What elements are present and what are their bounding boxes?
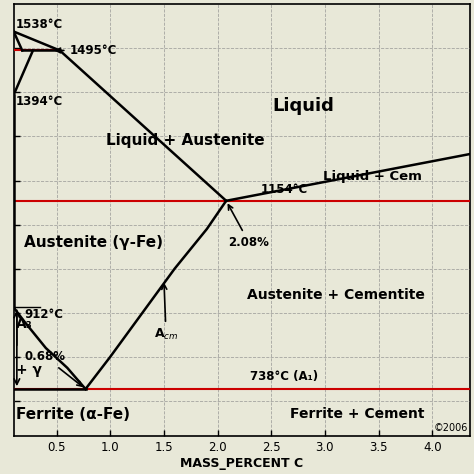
Text: 2.08%: 2.08% (228, 205, 269, 248)
Text: Austenite + Cementite: Austenite + Cementite (247, 288, 425, 302)
Text: Liquid + Austenite: Liquid + Austenite (106, 133, 264, 148)
Text: + γ: + γ (16, 363, 42, 377)
Text: Ferrite + Cement: Ferrite + Cement (290, 407, 424, 421)
Text: 1154°C: 1154°C (261, 183, 308, 196)
Text: 738°C (A₁): 738°C (A₁) (250, 370, 318, 383)
Text: 1495°C: 1495°C (56, 44, 117, 57)
Text: 1538°C: 1538°C (16, 18, 63, 31)
Text: 912°C: 912°C (24, 309, 64, 321)
Text: ©2006: ©2006 (433, 423, 468, 433)
Text: A$_{cm}$: A$_{cm}$ (154, 284, 178, 342)
Text: Liquid + Cem: Liquid + Cem (323, 170, 421, 182)
X-axis label: MASS_PERCENT C: MASS_PERCENT C (180, 457, 303, 470)
Text: Austenite (γ-Fe): Austenite (γ-Fe) (24, 235, 164, 250)
Text: 1394°C: 1394°C (16, 95, 63, 108)
Text: Ferrite (α-Fe): Ferrite (α-Fe) (16, 407, 130, 422)
Text: 0.68%: 0.68% (24, 350, 82, 386)
Text: A₃: A₃ (16, 317, 33, 331)
Text: Liquid: Liquid (273, 97, 334, 115)
